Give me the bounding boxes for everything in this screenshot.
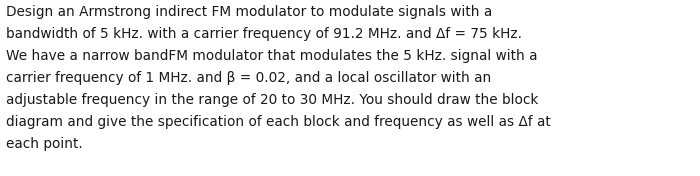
Text: bandwidth of 5 kHz. with a carrier frequency of 91.2 MHz. and Δf = 75 kHz.: bandwidth of 5 kHz. with a carrier frequ… [6,27,522,41]
Text: adjustable frequency in the range of 20 to 30 MHz. You should draw the block: adjustable frequency in the range of 20 … [6,93,538,107]
Text: We have a narrow bandFM modulator that modulates the 5 kHz. signal with a: We have a narrow bandFM modulator that m… [6,49,538,63]
Text: each point.: each point. [6,137,83,151]
Text: Design an Armstrong indirect FM modulator to modulate signals with a: Design an Armstrong indirect FM modulato… [6,5,492,19]
Text: diagram and give the specification of each block and frequency as well as Δf at: diagram and give the specification of ea… [6,115,551,129]
Text: carrier frequency of 1 MHz. and β = 0.02, and a local oscillator with an: carrier frequency of 1 MHz. and β = 0.02… [6,71,491,85]
